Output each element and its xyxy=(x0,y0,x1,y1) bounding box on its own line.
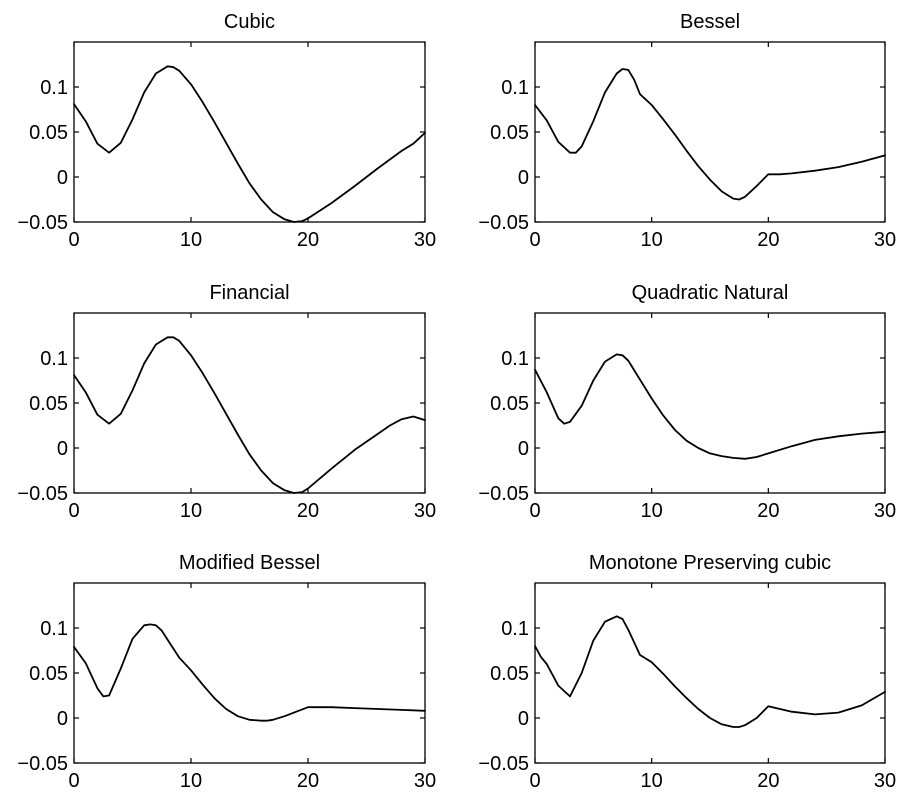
y-tick-label: 0 xyxy=(57,167,68,189)
series-line xyxy=(534,353,886,460)
x-tick-label: 0 xyxy=(529,770,540,792)
x-tick-label: 30 xyxy=(414,500,436,522)
axes-frame xyxy=(534,312,886,494)
x-tick-label: 20 xyxy=(757,770,779,792)
y-tick-label: 0 xyxy=(518,167,529,189)
x-tick-label: 10 xyxy=(180,229,202,251)
chart-title: Monotone Preserving cubic xyxy=(589,552,831,574)
x-tick-label: 20 xyxy=(297,770,319,792)
y-tick-label: 0.05 xyxy=(490,122,529,144)
series-line xyxy=(534,615,886,728)
chart-title: Bessel xyxy=(680,11,740,33)
y-tick-label: 0 xyxy=(518,438,529,460)
series-line xyxy=(73,336,426,494)
chart-title: Cubic xyxy=(224,11,275,33)
y-tick-label: −0.05 xyxy=(17,212,68,234)
x-tick-label: 0 xyxy=(529,229,540,251)
series-line xyxy=(73,623,426,722)
x-tick-label: 20 xyxy=(297,229,319,251)
y-tick-label: 0.05 xyxy=(29,663,68,685)
x-tick-label: 30 xyxy=(414,229,436,251)
axes-frame xyxy=(534,582,886,764)
x-tick-label: 0 xyxy=(68,229,79,251)
y-tick-label: 0.05 xyxy=(29,393,68,415)
x-tick-label: 30 xyxy=(874,229,896,251)
x-tick-label: 10 xyxy=(180,770,202,792)
y-tick-label: 0.1 xyxy=(40,618,68,640)
x-tick-label: 30 xyxy=(414,770,436,792)
y-tick-label: 0 xyxy=(518,708,529,730)
y-tick-label: −0.05 xyxy=(478,212,529,234)
y-tick-label: −0.05 xyxy=(478,483,529,505)
axes-frame xyxy=(73,582,426,764)
y-tick-label: −0.05 xyxy=(478,753,529,775)
y-tick-label: −0.05 xyxy=(17,753,68,775)
series-line xyxy=(73,65,426,223)
x-tick-label: 10 xyxy=(641,229,663,251)
y-tick-label: 0.1 xyxy=(40,348,68,370)
y-tick-label: 0.1 xyxy=(40,77,68,99)
chart-title: Modified Bessel xyxy=(179,552,320,574)
x-tick-label: 0 xyxy=(68,500,79,522)
y-tick-label: 0 xyxy=(57,708,68,730)
x-tick-label: 0 xyxy=(68,770,79,792)
chart-title: Quadratic Natural xyxy=(632,282,789,304)
chart-title: Financial xyxy=(209,282,289,304)
y-tick-label: 0.05 xyxy=(490,663,529,685)
x-tick-label: 10 xyxy=(641,770,663,792)
x-tick-label: 10 xyxy=(180,500,202,522)
y-tick-label: 0.1 xyxy=(501,618,529,640)
x-tick-label: 30 xyxy=(874,770,896,792)
x-tick-label: 20 xyxy=(297,500,319,522)
x-tick-label: 0 xyxy=(529,500,540,522)
x-tick-label: 30 xyxy=(874,500,896,522)
x-tick-label: 20 xyxy=(757,229,779,251)
y-tick-label: 0.05 xyxy=(490,393,529,415)
series-line xyxy=(534,68,886,201)
y-tick-label: 0.05 xyxy=(29,122,68,144)
y-tick-label: −0.05 xyxy=(17,483,68,505)
x-tick-label: 20 xyxy=(757,500,779,522)
y-tick-label: 0.1 xyxy=(501,348,529,370)
y-tick-label: 0 xyxy=(57,438,68,460)
y-tick-label: 0.1 xyxy=(501,77,529,99)
x-tick-label: 10 xyxy=(641,500,663,522)
